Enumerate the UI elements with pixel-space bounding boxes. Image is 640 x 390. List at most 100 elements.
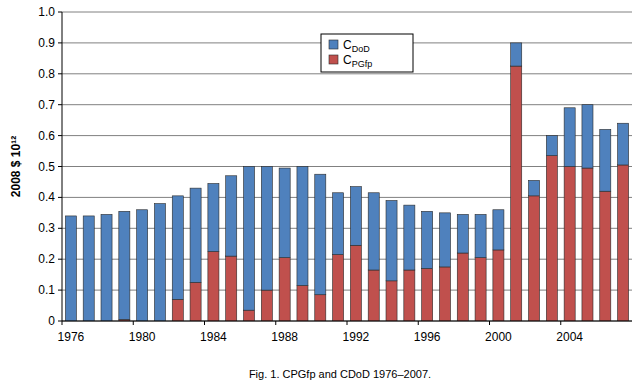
legend-label: CPGfp xyxy=(343,53,372,69)
grid-line xyxy=(62,104,632,105)
bar-segment xyxy=(154,204,165,321)
legend-swatch xyxy=(329,40,338,49)
bar-segment xyxy=(172,299,183,321)
y-tick-label: 0.2 xyxy=(38,252,55,266)
x-tick-label: 1996 xyxy=(414,330,441,344)
bar-segment xyxy=(368,270,379,321)
x-tick xyxy=(62,321,63,325)
bar-segment xyxy=(386,281,397,321)
axes: 19761980198419881992199620002004 xyxy=(58,12,632,344)
y-tick-label: 0.9 xyxy=(38,36,55,50)
y-axis: 0 0.1 0.2 0.3 0.4 0.5 0.6 0.7 0.8 0.9 1.0 xyxy=(38,5,632,328)
bar-segment xyxy=(564,167,575,322)
bar-segment xyxy=(101,214,112,321)
legend: CDoDCPGfp xyxy=(321,34,413,72)
y-tick-label: 0 xyxy=(48,314,55,328)
y-tick-label: 0.1 xyxy=(38,283,55,297)
y-tick xyxy=(58,321,62,322)
bar-segment xyxy=(546,136,557,156)
bar-segment xyxy=(190,282,201,321)
x-tick xyxy=(560,321,561,325)
bar-segment xyxy=(493,210,504,250)
y-tick-label: 0.6 xyxy=(38,129,55,143)
bar-segment xyxy=(279,258,290,321)
y-tick-label: 1.0 xyxy=(38,5,55,19)
y-tick xyxy=(58,12,62,13)
bar-segment xyxy=(297,285,308,321)
bar-segment xyxy=(511,66,522,321)
bar-segment xyxy=(511,43,522,66)
grid-line xyxy=(62,73,632,74)
y-tick-label: 0.8 xyxy=(38,67,55,81)
bar-segment xyxy=(422,268,433,321)
legend-label: CDoD xyxy=(343,38,370,54)
y-tick xyxy=(58,73,62,74)
legend-box xyxy=(321,34,413,72)
y-tick xyxy=(58,42,62,43)
y-tick xyxy=(58,228,62,229)
bar-segment xyxy=(529,180,540,195)
y-axis-line xyxy=(62,12,63,321)
y-tick-label: 0.7 xyxy=(38,98,55,112)
x-tick-label: 1992 xyxy=(343,330,370,344)
bar-segment xyxy=(475,258,486,321)
bar-segment xyxy=(618,165,629,321)
bar-segment xyxy=(439,213,450,267)
bar-segment xyxy=(404,205,415,270)
bar-segment xyxy=(315,295,326,321)
y-tick-label: 0.4 xyxy=(38,190,55,204)
y-tick xyxy=(58,135,62,136)
bar-segment xyxy=(368,193,379,270)
x-tick xyxy=(275,321,276,325)
bar-segment xyxy=(564,108,575,167)
grid-line xyxy=(62,12,632,13)
bar-segment xyxy=(83,216,94,321)
bar-segment xyxy=(475,214,486,257)
x-tick-label: 2004 xyxy=(556,330,583,344)
x-tick xyxy=(204,321,205,325)
y-axis-label: 2008 $ 10¹² xyxy=(9,136,23,197)
y-tick xyxy=(58,166,62,167)
bar-segment xyxy=(333,193,344,255)
bar-segment xyxy=(422,211,433,268)
bar-segment xyxy=(226,256,237,321)
bar-segment xyxy=(582,105,593,168)
bar-segment xyxy=(529,196,540,321)
bar-segment xyxy=(261,167,272,291)
bar-segment xyxy=(600,129,611,191)
bar-segment xyxy=(618,123,629,165)
x-tick-label: 1984 xyxy=(200,330,227,344)
bar-segment xyxy=(350,245,361,321)
bars xyxy=(65,43,628,321)
bar-segment xyxy=(404,270,415,321)
bar-segment xyxy=(457,253,468,321)
bar-segment xyxy=(297,167,308,286)
bar-segment xyxy=(137,210,148,321)
bar-segment xyxy=(279,168,290,258)
x-tick xyxy=(133,321,134,325)
bar-segment xyxy=(439,267,450,321)
bar-segment xyxy=(172,196,183,300)
legend-swatch xyxy=(329,55,338,64)
x-tick-label: 1980 xyxy=(129,330,156,344)
bar-segment xyxy=(190,188,201,282)
x-tick xyxy=(489,321,490,325)
bar-segment xyxy=(546,156,557,321)
x-tick-label: 2000 xyxy=(485,330,512,344)
y-tick-label: 0.3 xyxy=(38,221,55,235)
x-tick-label: 1988 xyxy=(271,330,298,344)
bar-segment xyxy=(493,250,504,321)
bar-segment xyxy=(350,187,361,246)
bar-segment xyxy=(244,310,255,321)
y-tick xyxy=(58,197,62,198)
y-tick-label: 0.5 xyxy=(38,160,55,174)
bar-segment xyxy=(208,183,219,251)
bar-segment xyxy=(261,290,272,321)
bar-segment xyxy=(600,191,611,321)
bar-segment xyxy=(315,174,326,295)
y-tick xyxy=(58,104,62,105)
y-tick xyxy=(58,290,62,291)
chart: 00.10.20.30.40.50.60.70.80.91.0197619801… xyxy=(0,0,640,390)
bar-segment xyxy=(582,168,593,321)
bar-segment xyxy=(333,255,344,321)
